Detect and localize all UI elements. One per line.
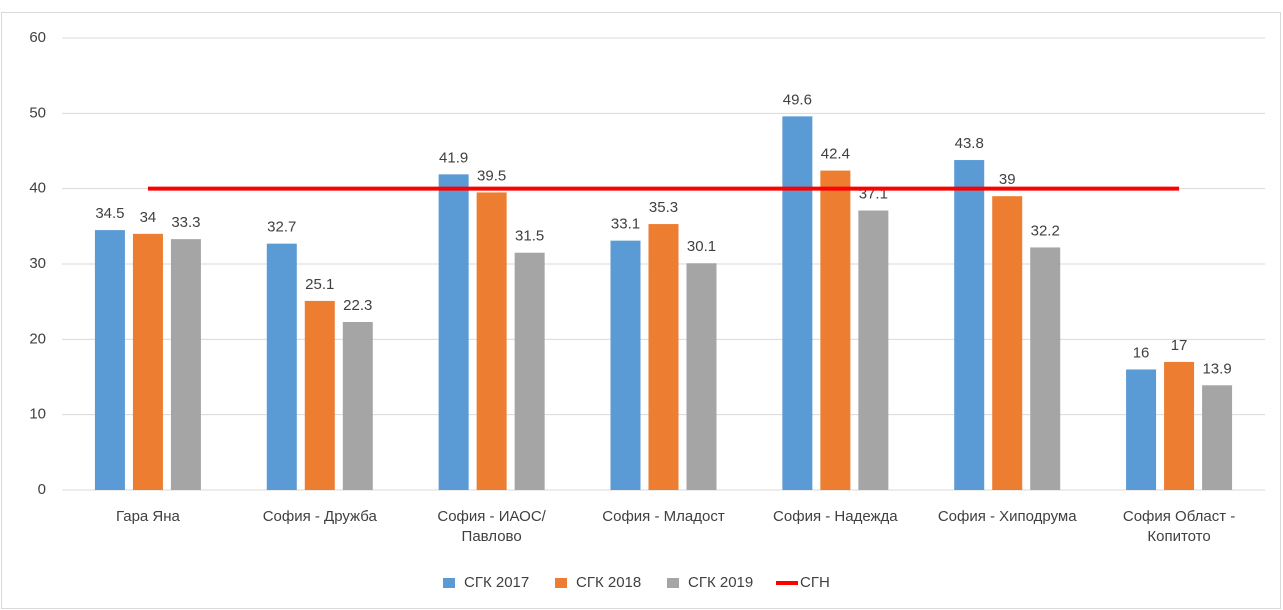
data-label: 17 — [1171, 337, 1188, 354]
data-label: 30.1 — [687, 238, 716, 255]
y-tick-label: 60 — [29, 29, 46, 46]
bar — [610, 240, 641, 490]
legend-swatch — [667, 578, 679, 588]
data-label: 39.5 — [477, 167, 506, 184]
bar — [1164, 361, 1195, 490]
data-label: 32.7 — [267, 219, 296, 236]
bar — [476, 192, 507, 490]
legend-label: СГК 2019 — [688, 574, 753, 591]
data-label: 43.8 — [955, 135, 984, 152]
bar — [954, 160, 985, 491]
legend-swatch — [555, 578, 567, 588]
data-label: 16 — [1133, 344, 1150, 361]
bar — [1030, 247, 1061, 490]
bar — [648, 224, 679, 490]
x-tick-label: София - Младост — [602, 508, 725, 525]
y-tick-label: 10 — [29, 406, 46, 423]
y-tick-label: 20 — [29, 330, 46, 347]
bar — [94, 230, 125, 490]
data-label: 39 — [999, 171, 1016, 188]
y-tick-label: 0 — [38, 481, 46, 498]
data-label: 42.4 — [821, 146, 850, 163]
bar — [266, 243, 297, 490]
data-label: 32.2 — [1031, 222, 1060, 239]
legend-swatch — [443, 578, 455, 588]
bar — [342, 322, 373, 490]
x-tick-label: Гара Яна — [115, 508, 180, 525]
data-label: 13.9 — [1202, 360, 1231, 377]
x-tick-label: София - Надежда — [773, 508, 898, 525]
data-label: 41.9 — [439, 149, 468, 166]
data-label: 25.1 — [305, 276, 334, 293]
data-label: 22.3 — [343, 297, 372, 314]
legend-label: СГК 2018 — [576, 574, 641, 591]
legend-label: СГК 2017 — [464, 574, 529, 591]
x-tick-label: София Област - Копитото — [1122, 508, 1236, 545]
bar — [992, 196, 1023, 490]
data-label: 34 — [140, 209, 157, 226]
data-label: 34.5 — [95, 205, 124, 222]
bar — [1202, 385, 1233, 490]
chart-border — [1, 12, 1281, 609]
y-tick-label: 40 — [29, 180, 46, 197]
x-tick-label: София - Хиподрума — [937, 508, 1077, 525]
data-label: 35.3 — [649, 199, 678, 216]
bar — [820, 170, 851, 490]
bar — [170, 239, 201, 490]
bar — [304, 300, 335, 490]
bar — [686, 263, 717, 490]
y-tick-label: 30 — [29, 255, 46, 272]
bar — [1126, 369, 1157, 490]
bar — [514, 252, 545, 490]
data-label: 49.6 — [783, 91, 812, 108]
x-tick-label: София - Дружба — [262, 508, 377, 525]
x-tick-label: София - ИАОС/Павлово — [437, 508, 546, 545]
data-label: 33.3 — [171, 214, 200, 231]
bar — [132, 233, 163, 490]
y-tick-label: 50 — [29, 104, 46, 121]
legend-label: СГН — [800, 574, 830, 591]
bar — [858, 210, 889, 490]
bar — [438, 174, 469, 490]
data-label: 31.5 — [515, 228, 544, 245]
data-label: 33.1 — [611, 216, 640, 233]
bar — [782, 116, 813, 490]
